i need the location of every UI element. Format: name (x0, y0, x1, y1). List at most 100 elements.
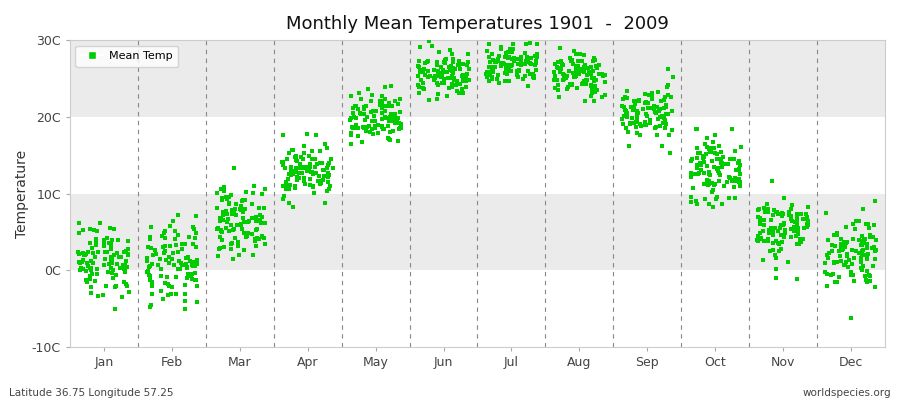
Point (790, 227, 805, 234)
Point (180, 265, 194, 271)
Point (832, 252, 847, 259)
Point (365, 131, 380, 138)
Point (479, 33, 493, 40)
Point (421, 74, 436, 80)
Point (249, 243, 264, 250)
Point (697, 159, 711, 166)
Point (91, 293, 105, 300)
Point (434, 72, 448, 78)
Point (753, 230, 768, 236)
Point (237, 247, 251, 253)
Point (89, 238, 104, 244)
Point (630, 115, 644, 122)
Point (659, 121, 673, 127)
Point (375, 125, 390, 132)
Point (302, 152, 316, 159)
Title: Monthly Mean Temperatures 1901  -  2009: Monthly Mean Temperatures 1901 - 2009 (286, 15, 669, 33)
Point (664, 94, 679, 100)
Point (800, 216, 814, 222)
Point (322, 186, 337, 192)
Point (775, 239, 789, 245)
Point (154, 266, 168, 272)
Point (166, 218, 180, 224)
Point (521, 57, 535, 63)
Point (568, 70, 582, 77)
Point (225, 211, 239, 218)
Point (275, 159, 290, 165)
Point (619, 108, 634, 114)
Point (213, 186, 228, 192)
Point (482, 53, 496, 60)
Point (483, 69, 498, 75)
Point (858, 236, 872, 242)
Point (568, 73, 582, 80)
Point (309, 169, 323, 176)
Point (509, 71, 524, 78)
Point (639, 111, 653, 118)
Point (855, 248, 869, 255)
Point (90, 228, 104, 234)
Point (412, 67, 427, 74)
Point (305, 148, 320, 154)
Point (344, 93, 358, 99)
Point (799, 216, 814, 222)
Point (499, 68, 513, 74)
Point (506, 46, 520, 52)
Point (111, 237, 125, 243)
Point (80, 260, 94, 266)
Point (298, 180, 312, 187)
Point (659, 104, 673, 110)
Point (706, 139, 721, 146)
Point (214, 228, 229, 234)
Point (485, 68, 500, 74)
Point (392, 101, 406, 108)
Point (293, 165, 308, 172)
Point (285, 146, 300, 153)
Point (320, 170, 335, 176)
Point (689, 165, 704, 172)
Point (751, 233, 765, 240)
Point (73, 260, 87, 266)
Point (434, 64, 448, 70)
Point (632, 98, 646, 104)
Point (157, 250, 171, 256)
Point (518, 50, 532, 56)
Point (143, 244, 157, 251)
Point (249, 226, 264, 232)
Point (288, 184, 302, 191)
Point (238, 219, 252, 225)
Point (417, 66, 431, 72)
Point (97, 241, 112, 247)
Point (103, 225, 117, 232)
Point (156, 232, 170, 239)
Point (588, 83, 602, 89)
Point (182, 234, 196, 240)
Point (242, 218, 256, 224)
Point (459, 84, 473, 90)
Point (626, 107, 641, 114)
Point (657, 114, 671, 120)
Point (171, 248, 185, 255)
Point (249, 227, 264, 233)
Point (580, 77, 594, 83)
Point (98, 283, 112, 289)
Point (765, 227, 779, 234)
Point (866, 234, 880, 240)
Point (575, 80, 590, 86)
Point (212, 234, 227, 240)
Point (343, 117, 357, 124)
Point (142, 272, 157, 278)
Point (357, 117, 372, 124)
Point (698, 181, 712, 188)
Point (74, 264, 88, 271)
Point (280, 156, 294, 162)
Point (524, 55, 538, 61)
Point (860, 279, 874, 285)
Point (185, 276, 200, 282)
Point (767, 207, 781, 213)
Point (312, 148, 327, 154)
Point (169, 274, 184, 280)
Point (316, 177, 330, 184)
Point (310, 177, 325, 184)
Point (627, 101, 642, 108)
